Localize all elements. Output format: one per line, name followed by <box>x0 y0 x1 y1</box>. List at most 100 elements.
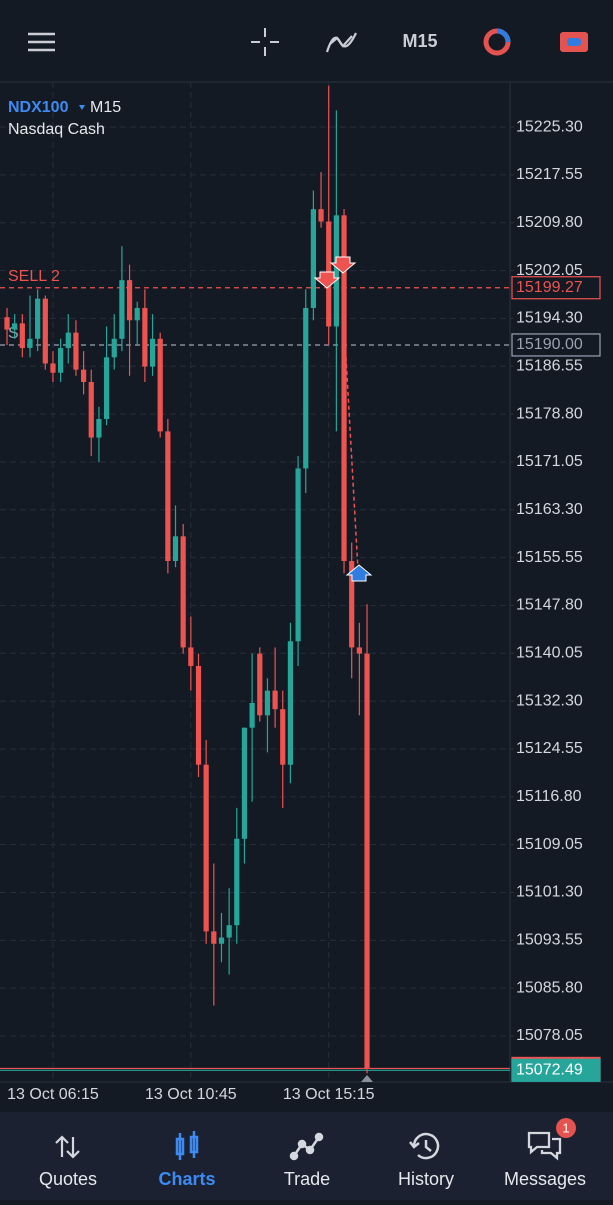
candle-body <box>180 536 186 648</box>
account-button[interactable] <box>560 32 588 52</box>
history-icon <box>409 1132 440 1160</box>
timeframe-button[interactable]: M15 <box>402 31 437 51</box>
candle-body <box>349 561 355 648</box>
candle-body <box>303 307 309 469</box>
candle-body <box>81 369 87 382</box>
candle-body <box>73 332 79 370</box>
candle-body <box>96 419 102 438</box>
quotes-icon <box>55 1135 80 1159</box>
nav-item[interactable]: History <box>398 1169 454 1189</box>
price-line-label: S <box>8 325 19 342</box>
nav-bar <box>0 1112 613 1200</box>
candle-body <box>172 536 179 562</box>
candle-body <box>318 209 324 222</box>
y-tick-label: 15147.80 <box>516 597 583 614</box>
candle-body <box>4 317 10 330</box>
y-tick-label: 15202.05 <box>516 262 583 279</box>
candle-body <box>249 702 255 728</box>
y-tick-label: 15217.55 <box>516 166 583 183</box>
price-box <box>511 276 601 300</box>
candle-body <box>280 709 286 765</box>
candle-body <box>341 215 347 562</box>
y-tick-label: 15116.80 <box>516 788 582 805</box>
candle-body <box>27 338 33 349</box>
buy-marker <box>345 564 373 582</box>
price-line-label: SELL 2 <box>8 268 60 285</box>
price-box-label: 15199.27 <box>516 279 583 296</box>
symbol[interactable]: NDX100 <box>8 99 69 116</box>
y-tick-label: 15093.55 <box>516 932 583 949</box>
candle-body <box>111 338 117 358</box>
candle-body <box>119 280 125 339</box>
nav-item[interactable]: Quotes <box>39 1169 97 1189</box>
y-tick-label: 15132.30 <box>516 692 583 709</box>
nav-item[interactable]: Messages <box>504 1169 586 1189</box>
trade-icon <box>289 1132 324 1161</box>
subtitle: Nasdaq Cash <box>8 121 105 138</box>
menu-button[interactable] <box>28 32 55 52</box>
candle-body <box>226 925 232 938</box>
candle-body <box>211 931 217 944</box>
x-tick-label: 13 Oct 15:15 <box>283 1086 375 1103</box>
candle-body <box>310 209 316 308</box>
y-tick-label: 15186.55 <box>516 357 583 374</box>
x-tick-label: 13 Oct 06:15 <box>7 1086 99 1103</box>
chart-area <box>0 82 510 1082</box>
legend-timeframe: M15 <box>90 99 121 116</box>
badge-count: 1 <box>562 1120 569 1135</box>
y-tick-label: 15194.30 <box>516 310 583 327</box>
candle-body <box>356 647 362 654</box>
candle-body <box>149 338 156 367</box>
candle-body <box>218 937 225 944</box>
candle-body <box>157 338 163 432</box>
crosshair-button[interactable] <box>251 28 279 56</box>
candle-body <box>203 764 209 932</box>
candle-body <box>264 690 271 716</box>
candle-body <box>272 690 278 710</box>
y-tick-label: 15163.30 <box>516 501 583 518</box>
candle-body <box>126 280 133 321</box>
charts-icon <box>175 1131 199 1160</box>
candle-body <box>195 665 202 765</box>
y-tick-label: 15101.30 <box>516 884 583 901</box>
nav-item[interactable]: Trade <box>284 1169 330 1189</box>
candle-body <box>257 653 263 716</box>
candle-body <box>295 468 301 642</box>
y-tick-label: 15078.05 <box>516 1027 583 1044</box>
y-tick-label: 15124.55 <box>516 740 583 757</box>
candle-body <box>103 357 110 420</box>
indicators-button[interactable] <box>325 32 357 53</box>
nav-item[interactable]: Charts <box>158 1169 215 1189</box>
price-box-label: 15190.00 <box>516 336 583 353</box>
candle-body <box>50 363 56 373</box>
candle-body <box>364 653 370 1069</box>
candle-body <box>65 332 71 349</box>
messages-icon <box>527 1131 562 1161</box>
symbol-dropdown[interactable] <box>79 105 85 110</box>
candle-body <box>134 307 140 321</box>
sell-marker <box>329 256 357 274</box>
y-tick-label: 15178.80 <box>516 405 583 422</box>
badge <box>556 1118 576 1138</box>
current-marker <box>361 1075 373 1082</box>
price-box-label: 15072.49 <box>516 1062 583 1079</box>
y-tick-label: 15225.30 <box>516 118 583 135</box>
candle-body <box>188 647 194 666</box>
sell-marker <box>313 271 341 289</box>
candle-body <box>58 348 64 373</box>
candle-body <box>241 727 248 839</box>
y-tick-label: 15085.80 <box>516 979 583 996</box>
candle-body <box>12 323 18 330</box>
y-tick-label: 15171.05 <box>516 453 583 470</box>
y-tick-label: 15209.80 <box>516 214 583 231</box>
y-tick-label: 15109.05 <box>516 836 583 853</box>
y-tick-label: 15155.55 <box>516 549 583 566</box>
candle-body <box>165 431 171 562</box>
candle-body <box>35 298 41 339</box>
candle-body <box>287 641 294 765</box>
session-button[interactable] <box>483 28 511 56</box>
candle-body <box>42 298 48 364</box>
candle-body <box>19 323 25 349</box>
